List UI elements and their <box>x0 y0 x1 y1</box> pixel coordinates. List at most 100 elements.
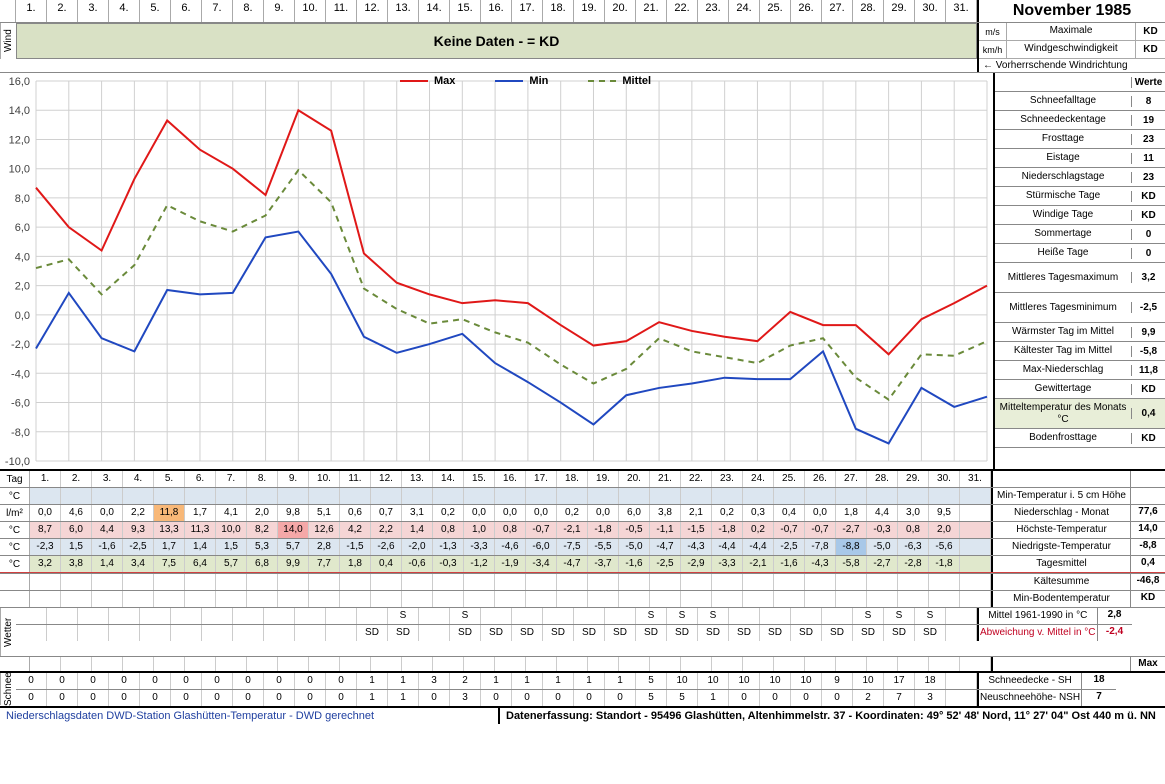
summary-label: Schneefalltage <box>995 94 1131 108</box>
table-cell: -5,6 <box>929 539 960 555</box>
footer-right: Datenerfassung: Standort - 95496 Glashüt… <box>500 708 1165 724</box>
table-cell <box>960 556 991 572</box>
day-header: 7. <box>202 0 233 22</box>
summary-value: -5,8 <box>1131 346 1165 357</box>
day-header: 30. <box>929 471 960 487</box>
table-cell <box>588 488 619 504</box>
summary-value: 3,2 <box>1131 272 1165 283</box>
table-cell: -8,8 <box>836 539 867 555</box>
table-cell: SD <box>822 625 853 641</box>
day-header: 28. <box>853 0 884 22</box>
table-cell: SD <box>698 625 729 641</box>
table-cell: 5 <box>636 673 667 689</box>
table-cell: 1 <box>357 690 388 706</box>
table-cell: -3,7 <box>588 556 619 572</box>
table-cell: S <box>853 608 884 624</box>
table-cell <box>791 608 822 624</box>
table-cell: 0,0 <box>495 505 526 521</box>
table-cell: 0 <box>481 690 512 706</box>
table-cell: 0 <box>109 673 140 689</box>
day-header: 21. <box>650 471 681 487</box>
summary-label: Mittleres Tagesmaximum <box>995 271 1131 285</box>
table-cell: 0,0 <box>464 505 495 521</box>
table-row: °C8,76,04,49,313,311,310,08,214,012,64,2… <box>0 521 1165 538</box>
row-value: 18 <box>1082 673 1116 689</box>
table-cell <box>836 488 867 504</box>
summary-label: Gewittertage <box>995 382 1131 396</box>
row-value: 14,0 <box>1131 522 1165 538</box>
table-cell <box>233 625 264 641</box>
table-cell <box>402 488 433 504</box>
day-header: 16. <box>495 471 526 487</box>
svg-text:6,0: 6,0 <box>15 222 30 234</box>
table-cell <box>960 488 991 504</box>
table-cell: 0,8 <box>433 522 464 538</box>
table-cell <box>898 488 929 504</box>
table-cell: SD <box>915 625 946 641</box>
table-cell: -0,7 <box>526 522 557 538</box>
table-cell: 0 <box>295 690 326 706</box>
day-header: 25. <box>760 0 791 22</box>
table-cell: SD <box>543 625 574 641</box>
table-cell <box>326 625 357 641</box>
table-cell: 0,3 <box>743 505 774 521</box>
table-cell <box>264 625 295 641</box>
table-cell: 2,2 <box>123 505 154 521</box>
summary-label: Kältester Tag im Mittel <box>995 344 1131 358</box>
table-cell: -3,3 <box>464 539 495 555</box>
row-label: Niedrigste-Temperatur <box>991 539 1131 555</box>
row-label: Min-Bodentemperatur <box>991 591 1131 607</box>
table-cell: S <box>450 608 481 624</box>
day-header: 16. <box>481 0 512 22</box>
day-header: 29. <box>898 471 929 487</box>
table-cell: 3,4 <box>123 556 154 572</box>
table-cell: 10 <box>791 673 822 689</box>
day-header: 18. <box>543 0 574 22</box>
table-cell <box>233 608 264 624</box>
table-cell <box>650 488 681 504</box>
table-cell: S <box>884 608 915 624</box>
table-cell: 0,0 <box>92 505 123 521</box>
table-cell: -2,7 <box>867 556 898 572</box>
day-header: 2. <box>47 0 78 22</box>
summary-label: Sommertage <box>995 227 1131 241</box>
table-cell: 0 <box>233 690 264 706</box>
wind-row: Wind Keine Daten - = KD m/sMaximaleKD km… <box>0 23 1165 59</box>
table-cell: 17 <box>884 673 915 689</box>
table-cell: -7,8 <box>805 539 836 555</box>
table-cell: 1,4 <box>402 522 433 538</box>
table-cell: 5,7 <box>216 556 247 572</box>
table-cell: 9,3 <box>123 522 154 538</box>
table-cell: 3 <box>450 690 481 706</box>
summary-label: Niederschlagstage <box>995 170 1131 184</box>
day-header: 5. <box>154 471 185 487</box>
table-cell: SD <box>636 625 667 641</box>
table-row: SSSSSSSSMittel 1961-1990 in °C2,8 <box>16 608 1132 624</box>
table-cell <box>867 488 898 504</box>
table-cell: 0 <box>791 690 822 706</box>
summary-label: Heiße Tage <box>995 246 1131 260</box>
chart-section: -10,0-8,0-6,0-4,0-2,00,02,04,06,08,010,0… <box>0 73 1165 469</box>
table-cell: -0,6 <box>402 556 433 572</box>
day-header: 26. <box>805 471 836 487</box>
table-cell: S <box>698 608 729 624</box>
row-label: Neuschneehöhe- NSH <box>977 690 1082 706</box>
table-cell: 9,8 <box>278 505 309 521</box>
table-cell <box>278 488 309 504</box>
day-header: 11. <box>326 0 357 22</box>
table-cell: 0,4 <box>774 505 805 521</box>
summary-value: 9,9 <box>1131 327 1165 338</box>
row-value: 0,4 <box>1131 556 1165 572</box>
table-cell: 1 <box>512 673 543 689</box>
wetter-axis: Wetter <box>0 608 16 656</box>
table-cell: 0 <box>822 690 853 706</box>
table-cell: 9 <box>822 673 853 689</box>
table-cell <box>171 608 202 624</box>
svg-text:-2,0: -2,0 <box>11 339 30 351</box>
table-cell: 0 <box>78 690 109 706</box>
table-cell: SD <box>667 625 698 641</box>
svg-text:8,0: 8,0 <box>15 193 30 205</box>
table-cell: S <box>388 608 419 624</box>
row-label: Abweichung v. Mittel in °C <box>977 625 1098 641</box>
table-cell: 1,4 <box>92 556 123 572</box>
